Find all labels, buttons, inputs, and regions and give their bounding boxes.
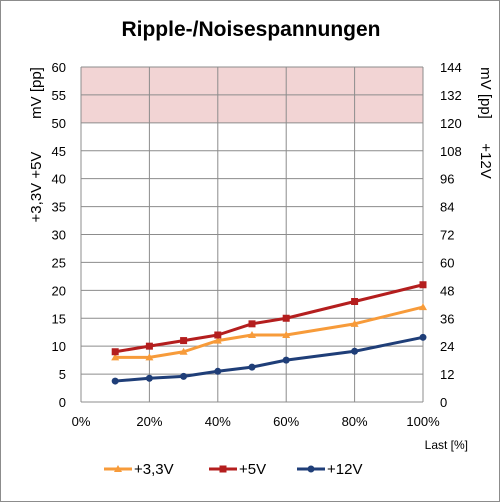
data-point-5v (145, 342, 153, 350)
y-tick-label-left: 55 (52, 88, 66, 103)
y-tick-label-right: 72 (440, 228, 454, 243)
x-ticks: 0% 20% 40% 60% 80% 100% (72, 414, 440, 429)
y-ticks-right: 0 12 24 36 48 60 72 84 96 108 120 132 144 (440, 60, 462, 410)
y-tick-label-right: 144 (440, 60, 462, 75)
x-tick-label: 20% (136, 414, 162, 429)
series-line-33v (115, 305, 424, 359)
y-tick-label-left: 5 (59, 367, 66, 382)
data-point-5v (351, 298, 359, 305)
y-tick-label-left: 15 (52, 311, 66, 326)
data-point-33v (111, 353, 120, 361)
series-line-12v (115, 335, 424, 383)
legend-label-5v: +5V (239, 461, 266, 478)
x-tick-label: 80% (342, 414, 368, 429)
y-tick-label-left: 30 (52, 228, 66, 243)
data-point-33v (248, 331, 256, 338)
legend: +3,3V +5V +12V (104, 461, 362, 478)
y-tick-label-left: 60 (52, 60, 66, 75)
y-tick-label-left: 20 (52, 283, 66, 298)
y-tick-label-right: 120 (440, 116, 462, 131)
x-tick-label: 40% (205, 414, 231, 429)
legend-label-12v: +12V (327, 461, 362, 478)
y-axis-title-left-bottom: +3,3V +5V (28, 152, 45, 223)
data-point-5v (248, 320, 256, 328)
y-ticks-left: 0 5 10 15 20 25 30 35 40 45 50 55 60 (52, 60, 66, 410)
data-point-12v (214, 367, 222, 375)
y-tick-label-left: 10 (52, 339, 66, 354)
chart-title: Ripple-/Noisespannungen (121, 18, 380, 41)
data-point-12v (351, 347, 359, 355)
y-tick-label-left: 40 (52, 172, 66, 187)
series-layer (111, 281, 427, 385)
y-axis-title-right-bottom: +12V (477, 143, 494, 178)
y-tick-label-right: 60 (440, 255, 454, 270)
x-tick-label: 60% (273, 414, 299, 429)
data-point-5v (180, 337, 188, 345)
y-tick-label-right: 24 (440, 339, 454, 354)
y-tick-label-left: 50 (52, 116, 66, 131)
y-tick-label-left: 25 (52, 255, 66, 270)
data-point-5v (282, 314, 290, 322)
y-tick-label-right: 84 (440, 200, 454, 215)
gridlines (80, 66, 424, 403)
legend-marker-5v (219, 465, 227, 473)
data-point-5v (419, 281, 427, 289)
data-point-12v (111, 377, 119, 385)
y-tick-label-left: 45 (52, 144, 66, 159)
legend-marker-33v (114, 465, 122, 472)
y-tick-label-right: 132 (440, 88, 462, 103)
y-tick-label-left: 35 (52, 200, 66, 215)
data-point-33v (350, 319, 359, 327)
data-point-12v (282, 356, 290, 364)
data-point-12v (248, 363, 256, 371)
x-axis-title: Last [%] (425, 438, 468, 452)
y-tick-label-right: 0 (440, 395, 447, 410)
data-point-12v (419, 333, 427, 341)
x-tick-label: 100% (406, 414, 440, 429)
legend-label-33v: +3,3V (134, 461, 174, 478)
data-point-12v (180, 372, 188, 380)
data-point-33v (179, 347, 188, 355)
series-line-5v (114, 283, 424, 354)
legend-marker-12v (307, 465, 315, 473)
y-axis-title-right-top: mV [pp] (477, 67, 494, 119)
y-tick-label-right: 12 (440, 367, 454, 382)
data-point-12v (145, 374, 153, 382)
data-point-33v (419, 303, 427, 311)
data-point-5v (214, 331, 222, 339)
y-tick-label-right: 36 (440, 311, 454, 326)
data-point-33v (145, 353, 154, 361)
y-axis-title-left-top: mV [pp] (28, 67, 45, 119)
data-point-33v (282, 331, 291, 338)
x-tick-label: 0% (72, 414, 91, 429)
y-tick-label-right: 96 (440, 172, 454, 187)
y-tick-label-left: 0 (59, 395, 66, 410)
y-tick-label-right: 48 (440, 283, 454, 298)
data-point-5v (111, 348, 119, 356)
y-tick-label-right: 108 (440, 144, 462, 159)
data-point-33v (213, 336, 222, 344)
